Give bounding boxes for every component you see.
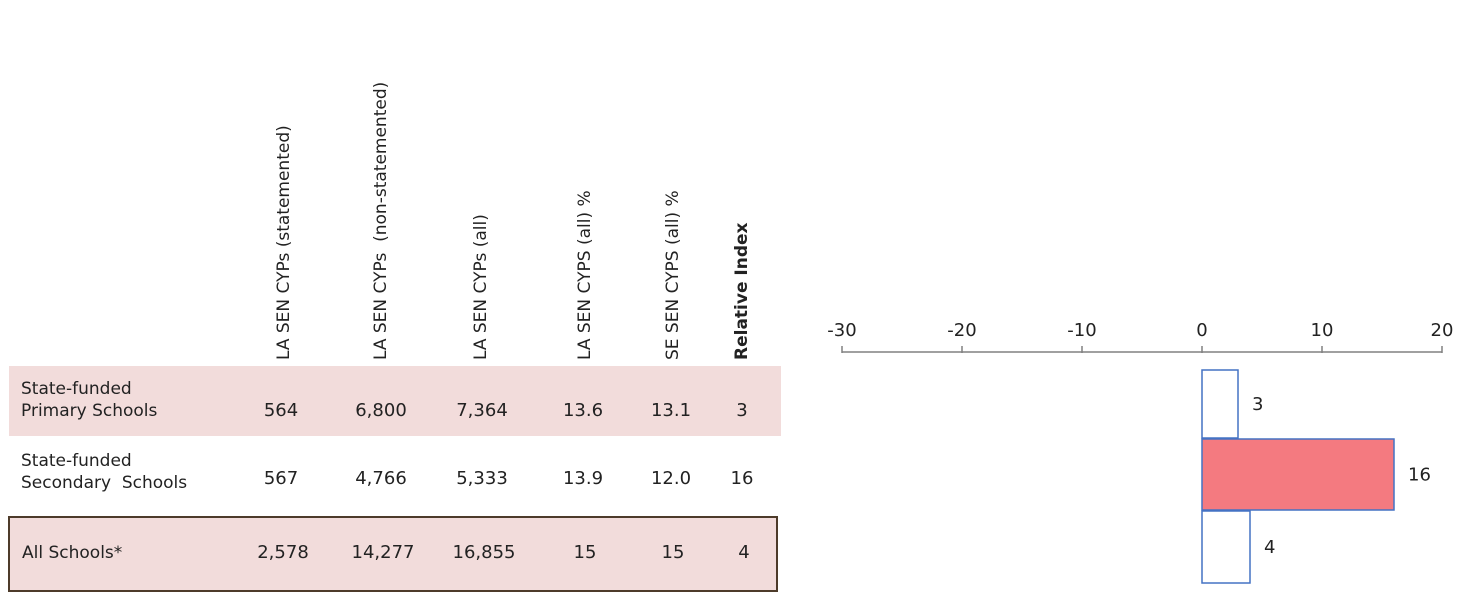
- table-cell: 16,855: [452, 542, 516, 563]
- row-label-line: Primary Schools: [21, 401, 158, 421]
- table-cell: 564: [263, 400, 299, 421]
- table-cell: 12.0: [650, 468, 692, 489]
- column-header-relative-index: Relative Index: [732, 222, 752, 361]
- data-label: 16: [1408, 465, 1431, 486]
- bar: [1201, 369, 1239, 439]
- table-cell: 5,333: [456, 468, 508, 489]
- table-cell: 4,766: [355, 468, 407, 489]
- table-row: State-funded Secondary Schools 567 4,766…: [9, 440, 781, 510]
- row-label-line: State-funded: [21, 379, 132, 399]
- column-header: LA SEN CYPs (statemented): [274, 125, 294, 360]
- table-cell: 2,578: [257, 542, 309, 563]
- x-tick-label: -10: [1067, 320, 1096, 341]
- column-header: LA SEN CYPs (non-statemented): [371, 81, 391, 360]
- bar: [1201, 438, 1395, 511]
- x-tick-label: -20: [947, 320, 976, 341]
- table-row-all-schools: All Schools* 2,578 14,277 16,855 15 15 4: [8, 516, 778, 592]
- column-header: LA SEN CYPS (all) %: [575, 190, 595, 360]
- table-cell: 4: [738, 542, 750, 563]
- x-tick-label: -30: [827, 320, 856, 341]
- x-tick-label: 10: [1311, 320, 1334, 341]
- data-label: 4: [1264, 537, 1275, 558]
- table-cell: 15: [661, 542, 685, 563]
- table-row: State-funded Primary Schools 564 6,800 7…: [9, 366, 781, 436]
- row-label-line: Secondary Schools: [21, 473, 188, 493]
- x-tick-label: 0: [1196, 320, 1207, 341]
- column-header: LA SEN CYPs (all): [471, 214, 491, 360]
- row-label: All Schools*: [22, 543, 123, 563]
- column-header: SE SEN CYPS (all) %: [663, 190, 683, 360]
- row-label: State-funded Secondary Schools: [21, 450, 187, 494]
- bar: [1201, 510, 1251, 584]
- relative-index-chart: -30 -20 -10 0 10 20 3 16 4: [827, 320, 1454, 584]
- table-cell: 3: [736, 400, 748, 421]
- table-cell: 16: [730, 468, 754, 489]
- row-label-line: State-funded: [21, 451, 132, 471]
- table-cell: 14,277: [351, 542, 415, 563]
- table-cell: 13.9: [562, 468, 604, 489]
- table-cell: 567: [263, 468, 299, 489]
- row-label: State-funded Primary Schools: [21, 378, 157, 422]
- data-label: 3: [1252, 394, 1263, 415]
- table-cell: 13.6: [562, 400, 604, 421]
- table-cell: 7,364: [456, 400, 508, 421]
- table-cell: 6,800: [355, 400, 407, 421]
- table-cell: 15: [573, 542, 597, 563]
- x-tick-label: 20: [1431, 320, 1454, 341]
- table-cell: 13.1: [650, 400, 692, 421]
